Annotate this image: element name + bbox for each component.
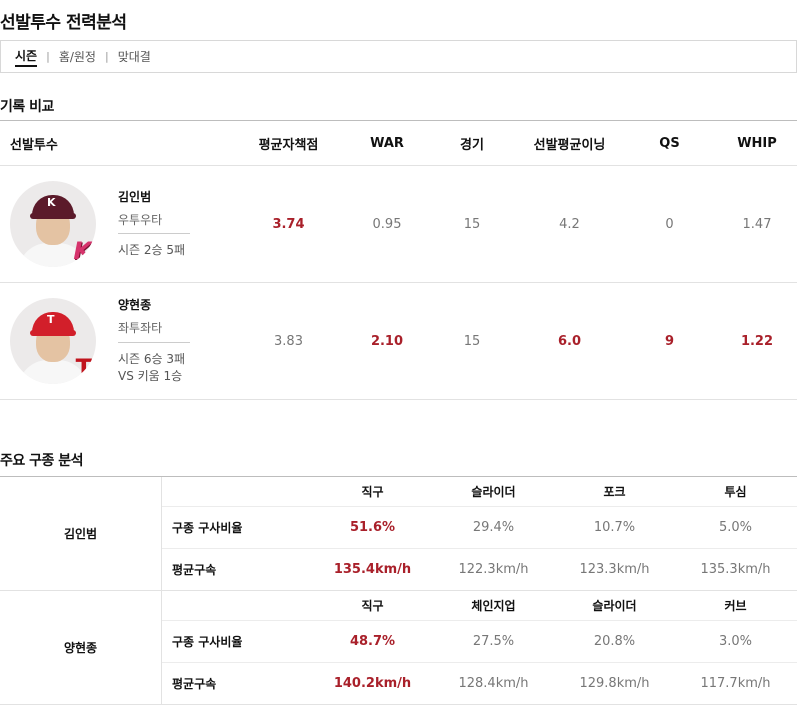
record-comparison-table: 선발투수 평균자책점 WAR 경기 선발평균이닝 QS WHIP K K 김인범… [0,120,797,400]
speed-value: 128.4km/h [458,676,529,691]
pitcher-info: 양현종 좌투좌타 시즌 6승 3패 VS 키움 1승 [118,297,190,384]
header-whip: WHIP [737,135,777,151]
record-table-header: 선발투수 평균자책점 WAR 경기 선발평균이닝 QS WHIP [0,121,797,166]
tab-head-to-head[interactable]: 맞대결 [117,50,151,64]
avatar: T T [10,298,96,384]
header-games: 경기 [460,137,484,153]
qs-value: 0 [665,216,674,232]
header-era: 평균자책점 [258,137,319,153]
tab-divider: | [46,50,50,63]
header-pitcher: 선발투수 [10,137,58,153]
header-war: WAR [370,135,404,151]
pitcher-cell: K K 김인범 우투우타 시즌 2승 5패 [0,181,230,267]
pitch-type-label: 커브 [724,599,747,613]
pitch-analysis-table: 김인범 직구 슬라이더 포크 투심 구종 구사비율 51.6% 29.4% 10… [0,476,797,705]
pitch-speed-row: 평균구속 140.2km/h 128.4km/h 129.8km/h 117.7… [162,662,797,704]
pitcher-name[interactable]: 김인범 [118,189,152,204]
era-value: 3.83 [274,333,303,349]
ratio-label: 구종 구사비율 [172,635,243,649]
pitch-group: 양현종 직구 체인지업 슬라이더 커브 구종 구사비율 48.7% 27.5% … [0,591,797,705]
pitch-type-label: 투심 [724,485,747,499]
pitch-speed-row: 평균구속 135.4km/h 122.3km/h 123.3km/h 135.3… [162,548,797,590]
table-row: K K 김인범 우투우타 시즌 2승 5패 3.74 0.95 15 4.2 0… [0,166,797,283]
avg-innings-value: 6.0 [557,333,582,349]
ratio-value: 20.8% [593,634,636,649]
pitch-type-label: 슬라이더 [471,485,516,499]
tab-home-away[interactable]: 홈/원정 [58,50,96,64]
ratio-value: 27.5% [472,634,515,649]
speed-label: 평균구속 [172,563,217,577]
ratio-value: 5.0% [718,520,753,535]
pitcher-vs-record: VS 키움 1승 [118,368,183,383]
header-avg-innings: 선발평균이닝 [533,137,606,153]
ratio-value: 10.7% [593,520,636,535]
pitch-group-pitcher-name: 김인범 [0,477,162,590]
table-row: T T 양현종 좌투좌타 시즌 6승 3패 VS 키움 1승 3.83 2.10… [0,283,797,400]
era-value: 3.74 [272,216,305,232]
pitch-type-label: 포크 [603,485,626,499]
ratio-value: 29.4% [472,520,515,535]
whip-value: 1.22 [740,333,774,349]
tab-divider: | [104,50,109,63]
pitch-group: 김인범 직구 슬라이더 포크 투심 구종 구사비율 51.6% 29.4% 10… [0,477,797,591]
pitcher-season-record: 시즌 2승 5패 [118,243,186,258]
pitch-section-title: 주요 구종 분석 [0,453,84,469]
header-qs: QS [659,135,680,151]
pitch-type-header-row: 직구 체인지업 슬라이더 커브 [162,591,797,620]
war-value: 0.95 [372,216,402,232]
pitcher-info: 김인범 우투우타 시즌 2승 5패 [118,189,190,259]
ratio-label: 구종 구사비율 [172,521,243,535]
pitch-type-label: 직구 [361,485,384,499]
speed-value: 122.3km/h [458,562,529,577]
speed-value: 129.8km/h [579,676,650,691]
tab-bar: 시즌 | 홈/원정 | 맞대결 [0,40,797,73]
avatar: K K [10,181,96,267]
ratio-value: 51.6% [349,520,396,535]
record-section-title: 기록 비교 [0,99,54,115]
speed-label: 평균구속 [172,677,217,691]
ratio-value: 48.7% [349,634,396,649]
pitcher-season-record: 시즌 6승 3패 [118,352,186,366]
pitcher-hand: 우투우타 [118,212,190,235]
tab-season[interactable]: 시즌 [15,47,38,67]
pitcher-name[interactable]: 양현종 [118,298,152,313]
pitch-type-label: 체인지업 [471,599,516,613]
speed-value: 135.4km/h [333,562,412,577]
speed-value: 140.2km/h [333,676,412,691]
pitch-type-label: 직구 [361,599,384,613]
ratio-value: 3.0% [718,634,753,649]
qs-value: 9 [664,333,675,349]
avg-innings-value: 4.2 [559,216,580,232]
speed-value: 117.7km/h [700,676,771,691]
speed-value: 123.3km/h [579,562,650,577]
pitch-type-header-row: 직구 슬라이더 포크 투심 [162,477,797,506]
whip-value: 1.47 [742,216,772,232]
pitcher-hand: 좌투좌타 [118,320,190,343]
pitch-type-label: 슬라이더 [592,599,637,613]
page-title: 선발투수 전력분석 [0,13,127,33]
games-value: 15 [463,216,481,232]
war-value: 2.10 [370,333,404,349]
speed-value: 135.3km/h [700,562,771,577]
games-value: 15 [463,333,481,349]
pitch-ratio-row: 구종 구사비율 51.6% 29.4% 10.7% 5.0% [162,506,797,548]
kiwoom-heroes-logo-icon: K [73,237,92,265]
pitch-ratio-row: 구종 구사비율 48.7% 27.5% 20.8% 3.0% [162,620,797,662]
kia-tigers-logo-icon: T [75,354,92,382]
pitch-group-pitcher-name: 양현종 [0,591,162,704]
pitcher-cell: T T 양현종 좌투좌타 시즌 6승 3패 VS 키움 1승 [0,297,230,384]
